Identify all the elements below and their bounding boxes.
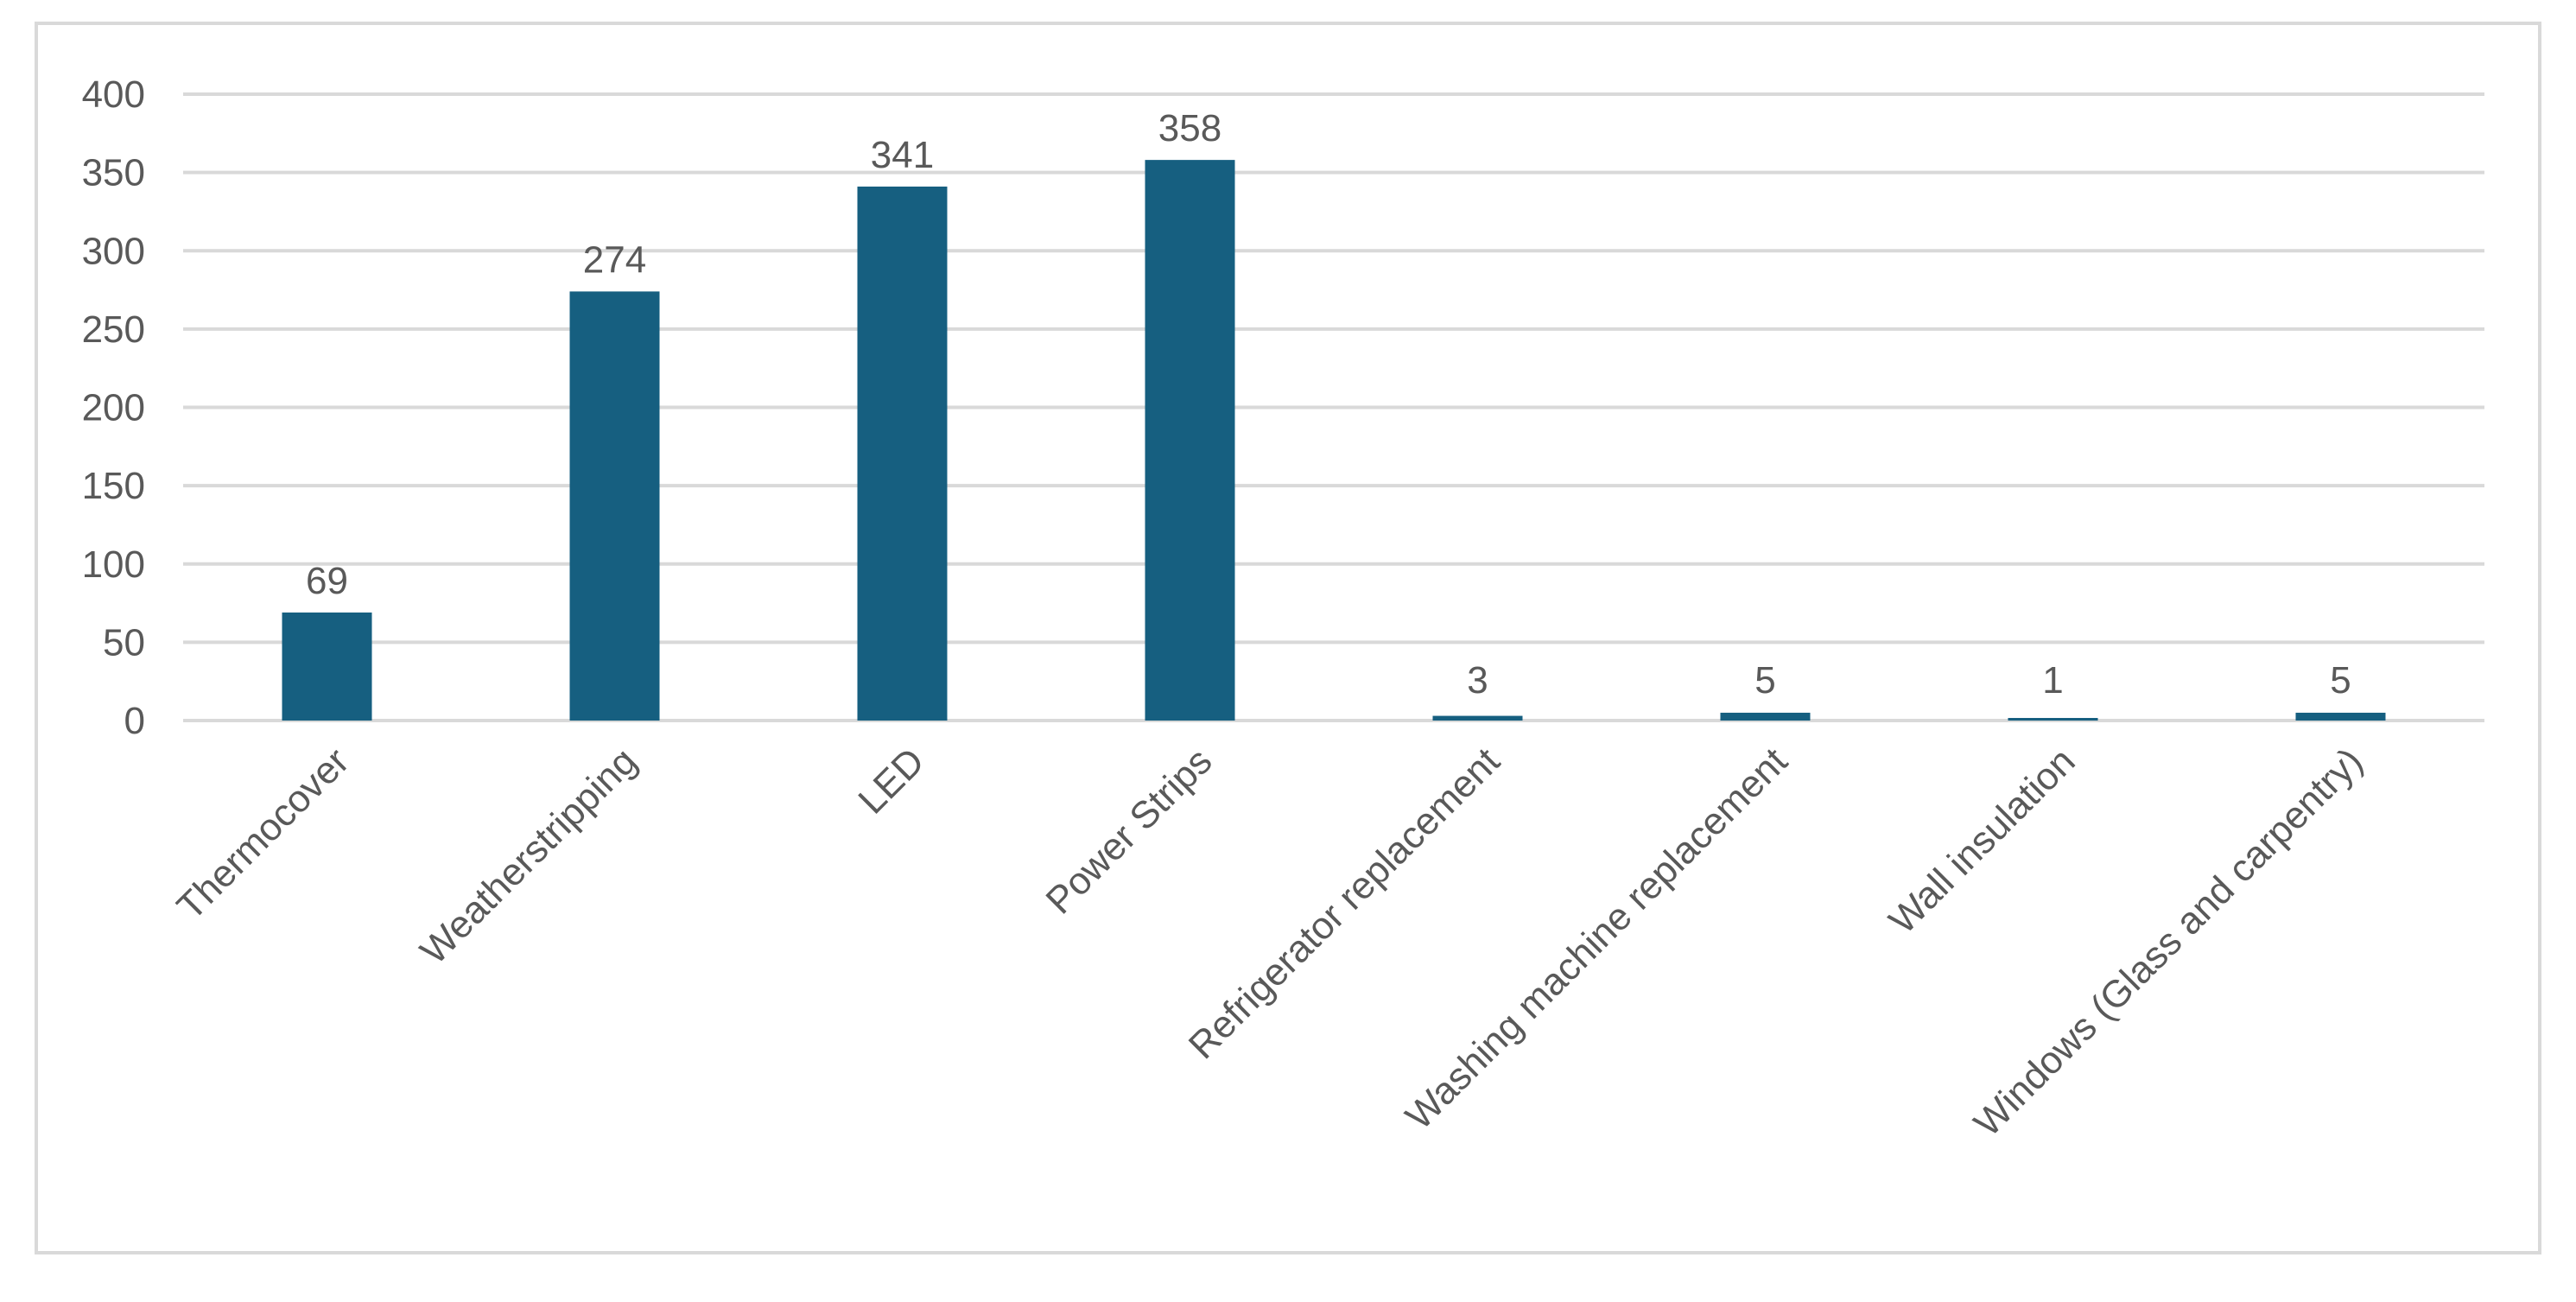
data-label: 5 [1754,659,1775,702]
data-label: 358 [1158,107,1221,149]
y-tick-label: 350 [82,152,145,194]
data-label: 3 [1467,659,1488,702]
data-label: 1 [2042,659,2063,702]
x-category-label: Weatherstripping [412,740,644,972]
bar-thermocover [282,612,372,721]
y-tick-label: 300 [82,230,145,272]
data-label: 341 [871,134,934,176]
y-tick-label: 250 [82,308,145,351]
bar-wall-insulation [2008,718,2098,721]
bar-led [857,186,948,721]
bar-washing-machine-replacement [1720,712,1811,721]
y-tick-label: 400 [82,73,145,116]
bars [282,160,2386,721]
data-label: 69 [306,560,348,602]
x-category-label: Power Strips [1038,740,1221,922]
bar-windows-glass-and-carpentry [2295,712,2386,721]
y-axis-tick-labels: 0 50 100 150 200 250 300 350 400 [82,73,145,742]
x-category-label: LED [850,740,932,822]
data-label: 5 [2330,659,2351,702]
bar-refrigerator-replacement [1432,715,1523,721]
data-label: 274 [583,238,646,281]
gridlines [183,92,2484,722]
y-tick-label: 50 [103,621,145,664]
x-axis-category-labels: Thermocover Weatherstripping LED Power Stri… [169,740,2371,1145]
y-tick-label: 100 [82,543,145,586]
data-labels: 69 274 341 358 3 5 1 5 [306,107,2351,702]
y-tick-label: 150 [82,465,145,507]
y-tick-label: 200 [82,387,145,429]
bar-power-strips [1145,160,1235,721]
bar-weatherstripping [569,291,660,721]
x-category-label: Wall insulation [1881,740,2083,942]
y-tick-label: 0 [124,700,145,742]
x-category-label: Refrigerator replacement [1181,740,1508,1067]
x-category-label: Thermocover [169,740,358,928]
chart-frame [35,22,2541,1254]
